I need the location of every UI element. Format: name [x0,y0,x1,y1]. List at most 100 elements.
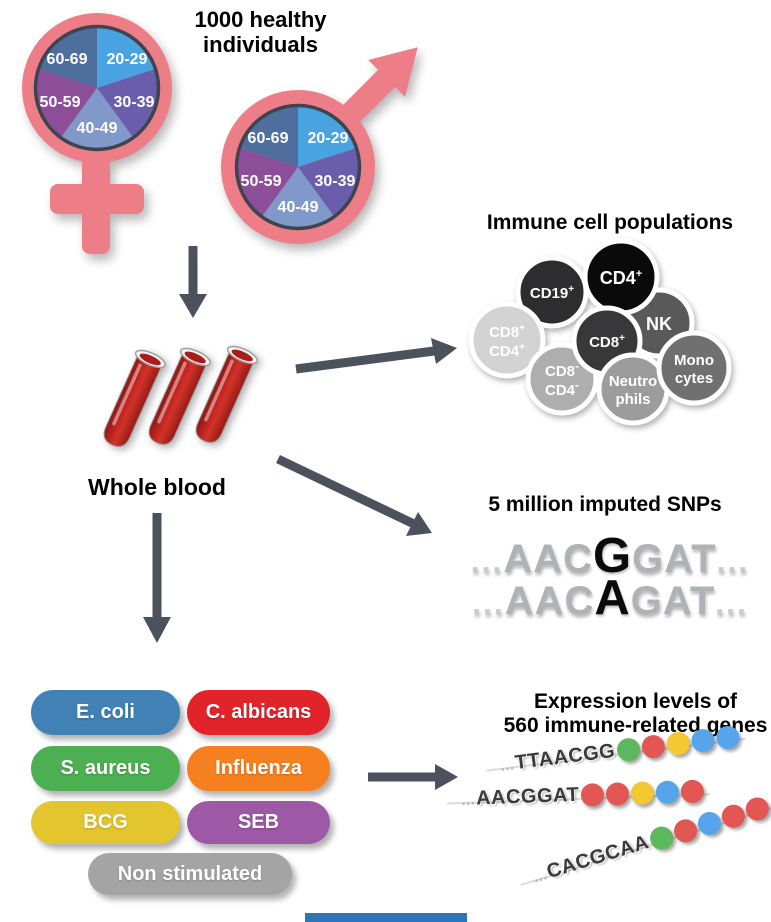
pie-slice-40-49 [262,167,334,228]
expression-dot-blue [690,727,716,754]
expression-dot-blue [715,724,741,751]
cell-circle-monocytes: Mono cytes [656,330,732,406]
gene-sequence: CACGCAA [544,831,652,884]
arrow-blood-to-cells [295,338,457,374]
snp-suffix: GAT [630,579,716,623]
snp-prefix: AAC [503,537,594,581]
bottom-blue-bar [305,913,467,922]
pie-label-60-69: 60-69 [248,130,289,147]
snp-title: 5 million imputed SNPs [488,493,722,516]
gene-row-3: ... CACGCAA [530,794,771,889]
snp-post-dots: ... [715,585,748,621]
whole-blood-label: Whole blood [88,474,226,500]
snp-post-dots: ... [716,543,750,579]
pie-label-50-59: 50-59 [241,173,282,190]
cell-circle-cd19: CD19+ [515,255,589,329]
gene-sequence: TTAACGG [513,739,617,775]
pie-outline [33,24,161,152]
cell-label-cytes: cytes [675,370,713,387]
pie-slice-60-69 [39,27,97,88]
male-symbol: 20-29 30-39 40-49 50-59 60-69 [221,47,418,244]
pie-slice-60-69 [240,106,298,167]
stimulus-pill-bcg: BCG [31,801,180,844]
expression-dot-yellow [665,730,692,757]
arrow-cohort-to-blood [179,246,207,318]
pie-label-20-29: 20-29 [308,130,349,147]
pie-label-20-29: 20-29 [107,51,148,68]
pie-label-30-39: 30-39 [315,173,356,190]
cell-label-cd8: CD8+ [589,333,625,351]
gene-sequence: AACGGAT [475,783,580,810]
cell-label-cd19: CD19+ [530,284,574,302]
expression-dot-blue [694,809,724,838]
cell-circle-cd8-cd4-double-pos: CD8+ CD4+ [468,301,546,379]
snp-sequence-2: ...AACAGAT... [440,570,771,626]
cell-circle-neutrophils: Neutro phils [596,352,670,426]
expression-dot-red [718,801,748,831]
cell-label-cd8pos: CD8+ [489,323,525,341]
snp-suffix: GAT [632,537,717,581]
expression-dot-red [640,733,667,760]
blood-tube-3 [195,345,258,443]
pie-label-60-69: 60-69 [47,51,88,68]
expression-dot-red [671,816,700,846]
snp-pre-dots: ... [470,543,504,579]
expression-title-line1: Expression levels of [533,690,738,713]
expression-title: Expression levels of 560 immune-related … [500,690,771,737]
pie-slice-20-29 [298,106,356,167]
immune-title: Immune cell populations [486,211,734,234]
snp-sequence-1: ...AACGGAT... [440,528,771,584]
cell-circle-nk: NK [623,287,695,359]
cell-label-neutro: Neutro [609,373,657,390]
pie-slice-50-59 [36,69,97,138]
female-age-pie: 20-29 30-39 40-49 50-59 60-69 [33,24,161,152]
expression-dot-green [615,736,642,763]
snp-variant-allele: A [594,571,631,625]
cell-label-cd4: CD4+ [600,268,642,288]
male-symbol-svg: 20-29 30-39 40-49 50-59 60-69 [221,47,418,244]
arrow-blood-to-stimuli [143,513,171,643]
cohort-title-line2: individuals [203,31,318,57]
gene-pre-dots: ... [460,789,476,809]
snp-prefix: AAC [504,579,595,623]
pie-label-40-49: 40-49 [77,120,118,137]
cell-circle-cd4: CD4+ [582,238,660,316]
expression-dot-red [742,794,771,824]
expression-dot-red [680,779,705,804]
cell-circle-cd8: CD8+ [571,305,643,377]
expression-dot-blue [655,780,680,805]
expression-dot-red [605,782,630,806]
snp-pre-dots: ... [472,585,505,621]
cell-label-phils: phils [615,391,650,408]
pie-outline [234,103,362,231]
gene-dots-2 [579,779,705,807]
pie-slice-50-59 [237,148,298,217]
cohort-title: 1000 healthy individuals [158,7,363,57]
pie-label-40-49: 40-49 [278,199,319,216]
stimulus-pill-e-coli: E. coli [31,690,180,735]
stimulus-pill-influenza: Influenza [187,746,330,791]
blood-tube-2 [148,347,211,445]
pie-label-30-39: 30-39 [114,94,155,111]
pie-slice-20-29 [97,27,155,88]
pie-slice-40-49 [61,88,133,149]
snp-variant-allele: G [593,529,633,583]
expression-dot-red [580,783,605,807]
cell-label-cd4pos: CD4+ [489,342,525,360]
expression-dot-green [647,823,676,853]
cell-label-cd8neg: CD8- [545,359,579,380]
gene-pre-dots: ... [498,753,516,775]
cell-label-cd4neg: CD4- [545,378,579,399]
stimulus-pill-c-albicans: C. albicans [187,690,330,735]
female-symbol-svg: 20-29 30-39 40-49 50-59 60-69 [22,13,172,254]
female-symbol: 20-29 30-39 40-49 50-59 60-69 [22,13,172,254]
male-arrow-head [368,47,418,97]
stimulus-pill-seb: SEB [187,801,330,844]
expression-dot-yellow [630,781,655,806]
stimulus-pill-s-aureus: S. aureus [31,746,180,791]
cell-label-mono: Mono [674,352,714,369]
gene-row-2: ... AACGGAT [460,779,705,811]
blood-tube-1 [103,349,166,447]
cell-label-nk: NK [646,314,672,334]
